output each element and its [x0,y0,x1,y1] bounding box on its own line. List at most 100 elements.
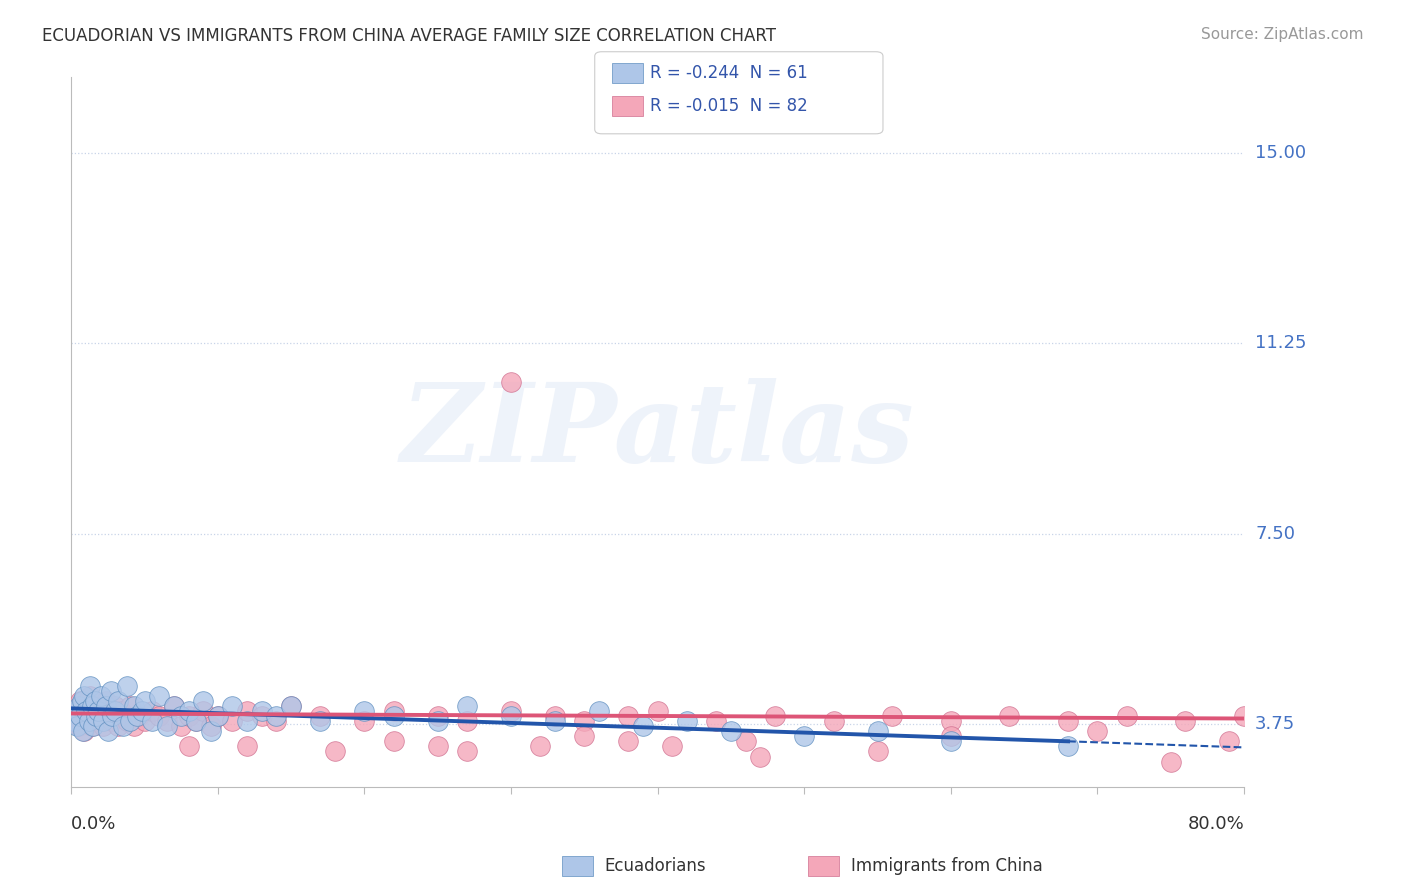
Point [866,744,889,758]
Point [67,698,90,713]
Point [266,714,288,728]
Point [309,714,332,728]
Point [170,719,193,733]
Point [80,698,103,713]
Point [382,734,405,748]
Point [104,704,127,718]
Point [79,679,101,693]
Point [250,704,273,718]
Point [177,739,200,754]
Point [131,704,153,718]
Point [207,709,229,723]
Text: 80.0%: 80.0% [1187,815,1244,833]
Point [456,698,478,713]
Point [382,704,405,718]
Point [939,714,962,728]
Point [127,709,149,723]
Point [98,709,121,723]
Point [1160,755,1182,769]
Point [793,729,815,743]
Point [998,709,1021,723]
Point [617,734,640,748]
Point [207,709,229,723]
Point [163,698,186,713]
Point [574,714,596,728]
Point [107,719,129,733]
Point [148,709,170,723]
Point [82,719,104,733]
Point [75,704,97,718]
Point [124,698,146,713]
Point [148,689,170,703]
Point [128,709,150,723]
Point [170,709,193,723]
Point [163,698,186,713]
Point [69,709,91,723]
Point [749,749,772,764]
Point [353,714,375,728]
Point [177,709,200,723]
Point [73,689,96,703]
Point [499,375,522,389]
Point [63,709,86,723]
Point [939,734,962,748]
Point [79,689,101,703]
Point [236,704,259,718]
Point [63,714,86,728]
Text: R = -0.015  N = 82: R = -0.015 N = 82 [650,97,807,115]
Point [70,714,93,728]
Point [617,709,640,723]
Point [193,704,215,718]
Point [83,709,105,723]
Text: Immigrants from China: Immigrants from China [851,857,1042,875]
Point [704,714,727,728]
Point [382,709,405,723]
Point [221,698,243,713]
Point [100,683,122,698]
Point [426,714,449,728]
Point [83,694,105,708]
Point [426,709,449,723]
Point [236,739,259,754]
Point [80,719,103,733]
Point [200,719,222,733]
Text: 11.25: 11.25 [1256,334,1306,352]
Point [110,704,132,718]
Point [200,724,222,739]
Point [96,698,118,713]
Point [499,704,522,718]
Point [65,704,87,718]
Point [115,714,138,728]
Point [353,704,375,718]
Point [309,709,332,723]
Point [86,704,108,718]
Point [426,739,449,754]
Point [76,709,98,723]
Point [1087,724,1109,739]
Point [84,709,107,723]
Point [236,714,259,728]
Point [93,719,115,733]
Point [134,694,156,708]
Point [823,714,845,728]
Point [763,709,786,723]
Point [661,739,683,754]
Text: ECUADORIAN VS IMMIGRANTS FROM CHINA AVERAGE FAMILY SIZE CORRELATION CHART: ECUADORIAN VS IMMIGRANTS FROM CHINA AVER… [42,27,776,45]
Point [66,719,89,733]
Point [939,729,962,743]
Point [97,724,120,739]
Point [250,709,273,723]
Point [866,724,889,739]
Point [720,724,742,739]
Point [104,698,127,713]
Text: Ecuadorians: Ecuadorians [605,857,706,875]
Point [734,734,756,748]
Point [155,714,177,728]
Point [90,689,112,703]
Text: ZIPatlas: ZIPatlas [401,378,914,486]
Point [588,704,610,718]
Point [141,714,163,728]
Point [93,714,115,728]
Text: 0.0%: 0.0% [72,815,117,833]
Point [155,719,177,733]
